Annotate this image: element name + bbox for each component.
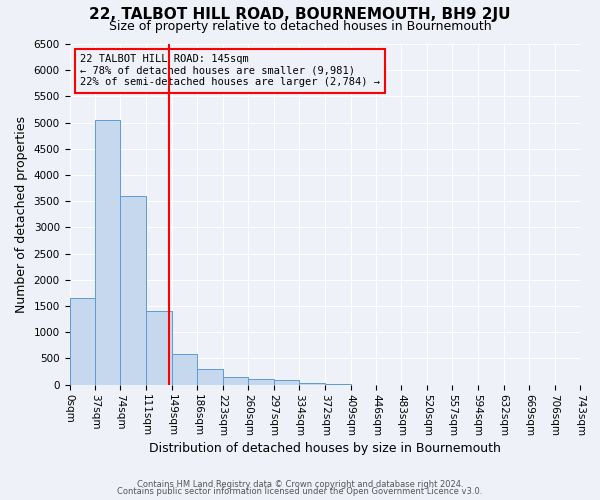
Bar (95, 120, 121, 384)
X-axis label: Distribution of detached houses by size in Bournemouth: Distribution of detached houses by size … (149, 442, 501, 455)
Text: Contains HM Land Registry data © Crown copyright and database right 2024.: Contains HM Land Registry data © Crown c… (137, 480, 463, 489)
Y-axis label: Number of detached properties: Number of detached properties (15, 116, 28, 313)
Bar (70, 298, 95, 384)
Bar (299, 382, 325, 384)
Bar (223, 376, 248, 384)
Bar (248, 380, 274, 384)
Bar (146, 311, 172, 384)
Text: 22 TALBOT HILL ROAD: 145sqm
← 78% of detached houses are smaller (9,981)
22% of : 22 TALBOT HILL ROAD: 145sqm ← 78% of det… (80, 54, 380, 88)
Text: 22, TALBOT HILL ROAD, BOURNEMOUTH, BH9 2JU: 22, TALBOT HILL ROAD, BOURNEMOUTH, BH9 2… (89, 8, 511, 22)
Bar (121, 196, 146, 384)
Text: Size of property relative to detached houses in Bournemouth: Size of property relative to detached ho… (109, 20, 491, 33)
Text: Contains public sector information licensed under the Open Government Licence v3: Contains public sector information licen… (118, 487, 482, 496)
Bar (197, 369, 223, 384)
Bar (274, 380, 299, 384)
Bar (172, 354, 197, 384)
